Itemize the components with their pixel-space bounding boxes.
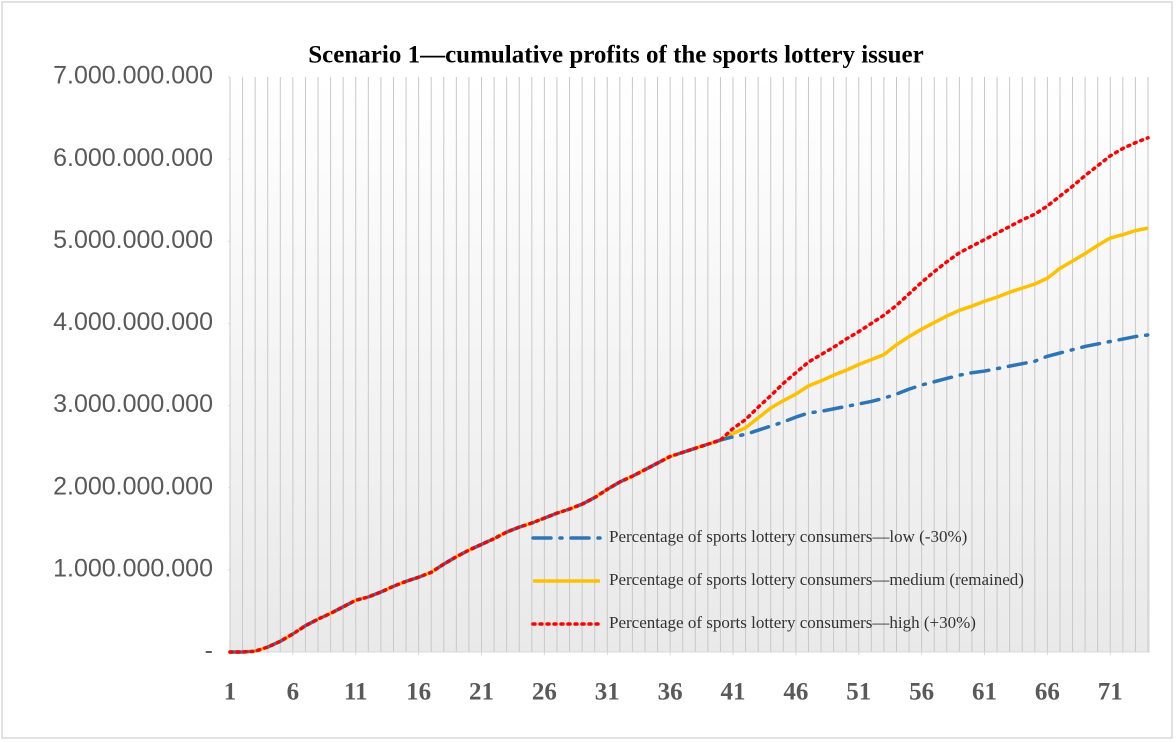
y-tick-label: 5.000.000.000 <box>53 226 213 254</box>
x-tick-label: 11 <box>344 679 368 706</box>
x-tick-label: 36 <box>658 679 683 706</box>
y-tick-label: 3.000.000.000 <box>53 390 213 418</box>
x-tick-label: 31 <box>595 679 620 706</box>
x-tick-label: 41 <box>721 679 746 706</box>
x-tick-label: 16 <box>406 679 431 706</box>
x-tick-label: 26 <box>532 679 557 706</box>
x-tick-label: 56 <box>909 679 934 706</box>
y-tick-label: 2.000.000.000 <box>53 472 213 500</box>
y-tick-label: 6.000.000.000 <box>53 144 213 172</box>
y-tick-label: 4.000.000.000 <box>53 308 213 336</box>
x-tick-label: 21 <box>469 679 494 706</box>
y-tick-label: 1.000.000.000 <box>53 554 213 582</box>
legend-label: Percentage of sports lottery consumers—h… <box>609 613 976 632</box>
x-tick-label: 46 <box>783 679 808 706</box>
legend-label: Percentage of sports lottery consumers—m… <box>609 570 1024 589</box>
x-tick-label: 1 <box>224 679 237 706</box>
x-tick-label: 61 <box>972 679 997 706</box>
x-tick-label: 51 <box>846 679 871 706</box>
series-line <box>228 136 1150 654</box>
x-tick-label: 6 <box>287 679 300 706</box>
chart-title: Scenario 1—cumulative profits of the spo… <box>308 42 923 69</box>
y-tick-label: 7.000.000.000 <box>53 62 213 90</box>
x-tick-label: 71 <box>1098 679 1123 706</box>
y-tick-label: - <box>205 637 213 665</box>
x-tick-label: 66 <box>1035 679 1060 706</box>
legend-label: Percentage of sports lottery consumers—l… <box>609 527 967 546</box>
